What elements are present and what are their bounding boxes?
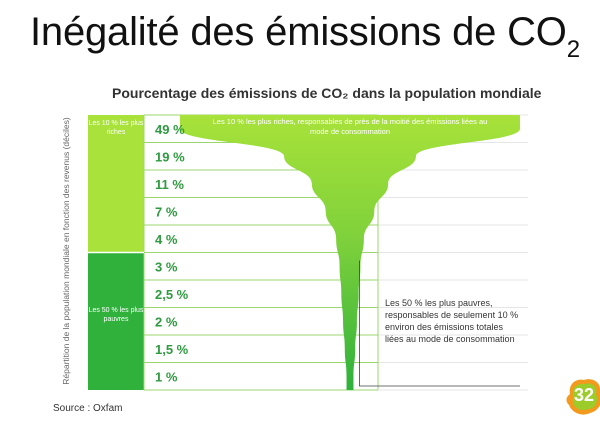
page-number-badge: 32: [564, 376, 600, 416]
source-note: Source : Oxfam: [53, 403, 123, 414]
page-number: 32: [573, 385, 595, 405]
decile-value-label: 2,5 %: [155, 287, 189, 302]
decile-value-label: 7 %: [155, 204, 178, 219]
decile-value-label: 2 %: [155, 314, 178, 329]
chart-title: Pourcentage des émissions de CO₂ dans la…: [112, 85, 542, 101]
decile-value-label: 1,5 %: [155, 342, 189, 357]
slide-title-main: Inégalité des émissions de CO: [30, 10, 567, 54]
slide-title: Inégalité des émissions de CO2: [30, 10, 580, 64]
decile-row: [143, 279, 379, 308]
decile-swatch: [88, 307, 144, 335]
decile-value-label: 3 %: [155, 259, 178, 274]
annotation-poorest: Les 50 % les plus pauvres, responsables …: [385, 298, 519, 344]
slide-title-subscript: 2: [566, 36, 580, 63]
annotation-bracket: [359, 260, 520, 387]
group-label-poorest: Les 50 % les plus pauvres: [88, 307, 144, 323]
decile-swatch: [88, 197, 144, 225]
decile-swatch: [88, 225, 144, 253]
decile-value-label: 1 %: [155, 369, 178, 384]
annotation-richest: Les 10 % les plus riches, responsables d…: [212, 117, 488, 136]
decile-swatch: [88, 252, 144, 280]
decile-value-label: 4 %: [155, 232, 178, 247]
decile-value-label: 11 %: [155, 177, 184, 192]
decile-swatch: [88, 142, 144, 170]
group-label-richest: Les 10 % les plus riches: [88, 120, 144, 136]
decile-row: [143, 334, 379, 363]
emissions-funnel: [180, 115, 520, 390]
decile-swatch: [88, 280, 144, 308]
decile-swatch: [88, 115, 144, 143]
badge-blob-icon: [566, 379, 600, 415]
decile-swatch: [88, 362, 144, 390]
decile-row: [143, 362, 379, 391]
decile-swatch: [88, 335, 144, 363]
decile-value-label: 49 %: [155, 122, 185, 137]
decile-row: [143, 307, 379, 336]
decile-swatch: [88, 170, 144, 198]
decile-value-label: 19 %: [155, 149, 185, 164]
